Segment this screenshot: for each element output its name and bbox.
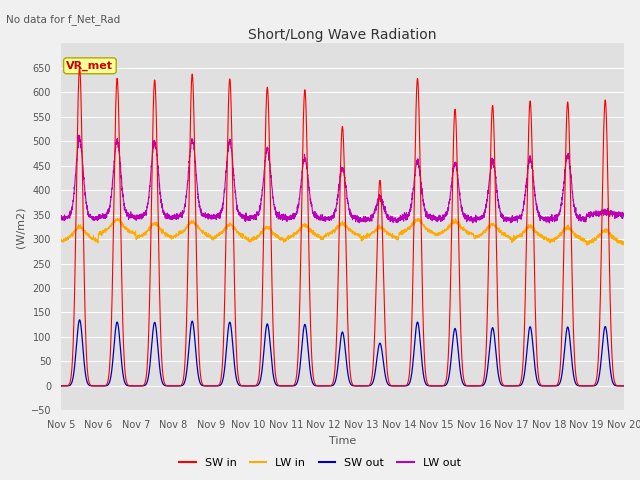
SW out (178, 383, 186, 388)
SW out (395, 383, 403, 389)
Legend: SW in, LW in, SW out, LW out: SW in, LW in, SW out, LW out (175, 453, 465, 472)
LW in (583, 242, 591, 248)
SW in (395, 383, 403, 389)
SW out (398, 383, 406, 389)
Title: Short/Long Wave Radiation: Short/Long Wave Radiation (248, 28, 436, 42)
LW in (408, 223, 415, 228)
Text: VR_met: VR_met (67, 60, 113, 71)
LW in (214, 232, 222, 238)
LW out (620, 210, 628, 216)
SW in (620, 383, 628, 389)
SW in (57, 383, 65, 389)
LW out (408, 201, 415, 206)
SW in (76, 65, 83, 71)
LW in (178, 229, 186, 235)
SW in (567, 206, 575, 212)
SW out (57, 383, 65, 389)
LW out (178, 213, 186, 219)
LW in (57, 238, 65, 244)
LW out (546, 220, 554, 226)
SW in (408, 331, 415, 336)
Line: SW out: SW out (61, 320, 624, 386)
LW out (567, 171, 575, 177)
LW out (397, 216, 405, 221)
LW in (113, 216, 121, 221)
SW out (567, 347, 575, 352)
SW out (620, 383, 628, 389)
LW out (214, 213, 222, 219)
SW out (76, 317, 83, 323)
Line: LW in: LW in (61, 218, 624, 245)
LW in (567, 226, 575, 231)
SW in (620, 383, 628, 389)
LW in (620, 240, 628, 246)
LW out (75, 132, 83, 138)
LW in (397, 230, 405, 236)
Line: SW in: SW in (61, 68, 624, 386)
SW in (178, 382, 186, 387)
X-axis label: Time: Time (329, 436, 356, 445)
SW in (214, 383, 222, 388)
SW in (398, 383, 406, 389)
Text: No data for f_Net_Rad: No data for f_Net_Rad (6, 14, 121, 25)
LW in (620, 241, 628, 247)
SW out (408, 372, 415, 378)
SW out (620, 383, 628, 389)
SW out (214, 383, 222, 389)
Line: LW out: LW out (61, 135, 624, 223)
LW out (620, 215, 628, 221)
Y-axis label: (W/m2): (W/m2) (15, 206, 25, 248)
LW out (57, 217, 65, 223)
